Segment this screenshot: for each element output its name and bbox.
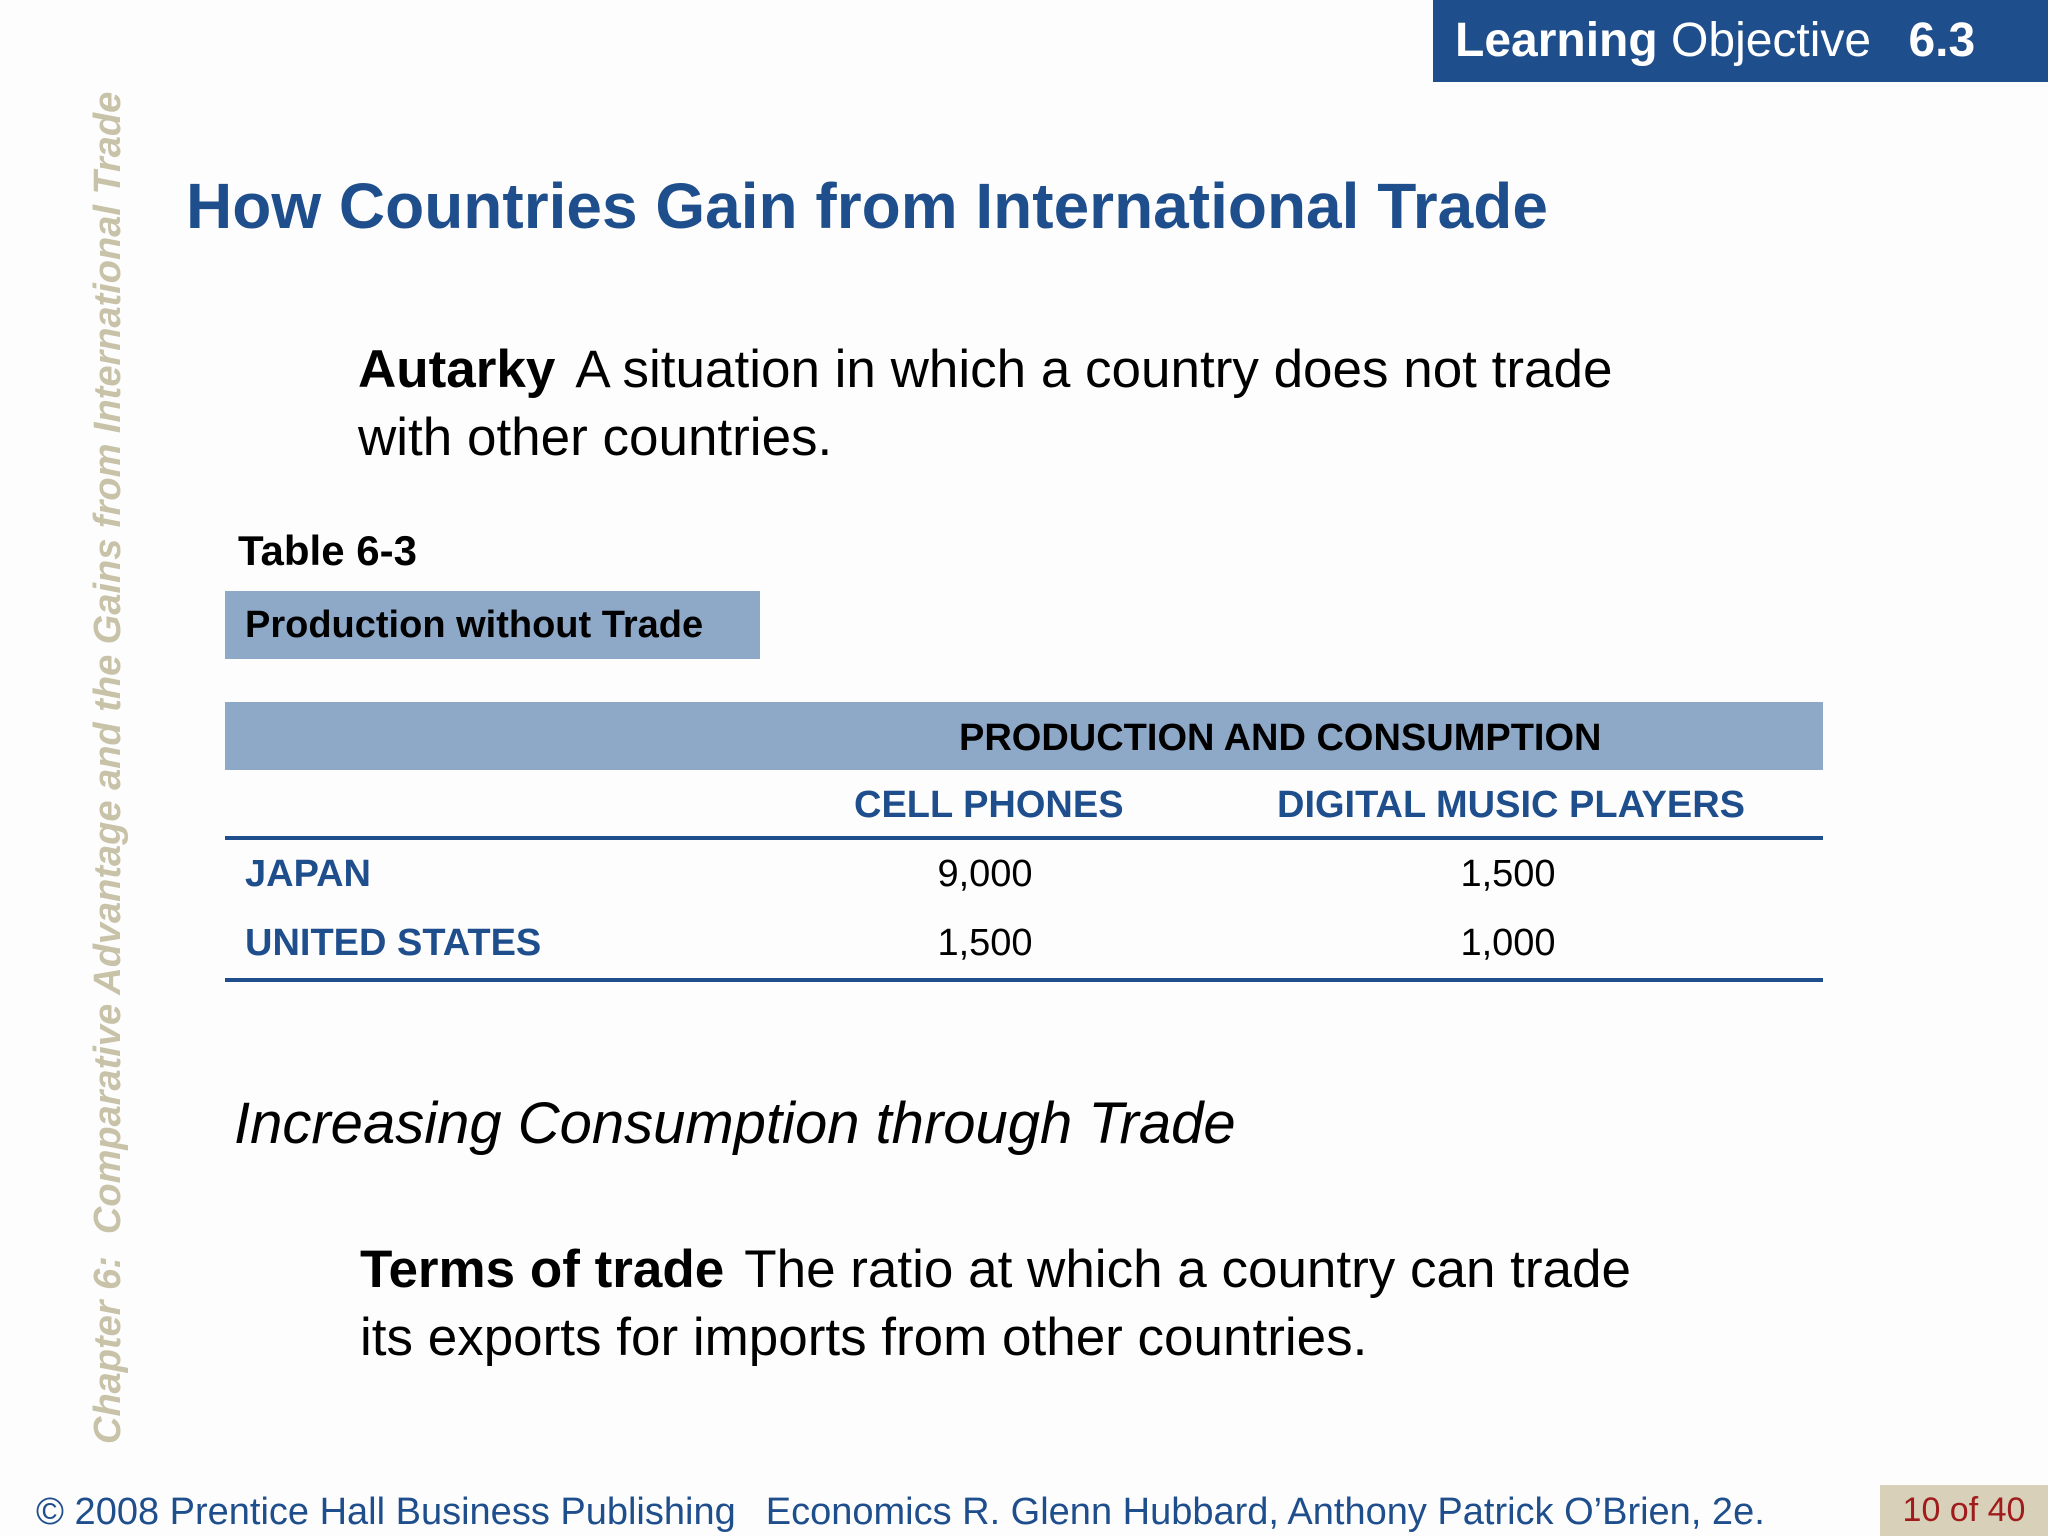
terms-of-trade-text: The ratio at which a country can trade i…	[360, 1240, 1631, 1367]
learning-objective-number: 6.3	[1908, 14, 1976, 67]
section-subheading: Increasing Consumption through Trade	[234, 1091, 1236, 1156]
autarky-term: Autarky	[358, 340, 556, 399]
column-header-cell-phones: CELL PHONES	[854, 784, 1124, 826]
table-row: JAPAN 9,000 1,500	[225, 840, 1823, 909]
learning-objective-label: Objective	[1671, 14, 1872, 67]
terms-of-trade-term: Terms of trade	[360, 1240, 725, 1299]
footer: © 2008 Prentice Hall Business Publishing…	[36, 1488, 1765, 1536]
table-cell: 1,500	[1460, 853, 1556, 895]
table-cell: 9,000	[937, 853, 1033, 895]
chapter-side-label: Chapter 6: Comparative Advantage and the …	[86, 24, 130, 1444]
production-table: PRODUCTION AND CONSUMPTION CELL PHONES D…	[225, 702, 1823, 982]
terms-of-trade-definition: Terms of trade The ratio at which a count…	[360, 1236, 1660, 1372]
footer-copyright: © 2008 Prentice Hall Business Publishing	[36, 1491, 736, 1533]
learning-objective-badge: Learning Objective 6.3	[1433, 0, 2048, 82]
autarky-definition: Autarky A situation in which a country do…	[358, 336, 1658, 472]
footer-book: Economics R. Glenn Hubbard, Anthony Patr…	[765, 1491, 1765, 1533]
row-header-united-states: UNITED STATES	[245, 922, 542, 964]
row-header-japan: JAPAN	[245, 853, 371, 895]
table-row: UNITED STATES 1,500 1,000	[225, 909, 1823, 982]
page-counter: 10 of 40	[1880, 1485, 2048, 1536]
table-band-header: PRODUCTION AND CONSUMPTION	[225, 702, 1823, 770]
chapter-number: Chapter 6:	[87, 1256, 129, 1444]
table-band-label: PRODUCTION AND CONSUMPTION	[959, 717, 1602, 759]
table-label: Table 6-3	[238, 527, 417, 574]
slide-title: How Countries Gain from International Tr…	[186, 170, 1548, 242]
table-cell: 1,000	[1460, 922, 1556, 964]
column-header-digital-music-players: DIGITAL MUSIC PLAYERS	[1277, 784, 1746, 826]
learning-objective-label-bold: Learning	[1455, 14, 1658, 67]
autarky-text: A situation in which a country does not …	[358, 340, 1613, 467]
table-column-headers: CELL PHONES DIGITAL MUSIC PLAYERS	[225, 770, 1823, 840]
table-cell: 1,500	[937, 922, 1033, 964]
chapter-title: Comparative Advantage and the Gains from…	[87, 91, 129, 1235]
table-caption: Production without Trade	[225, 591, 760, 659]
